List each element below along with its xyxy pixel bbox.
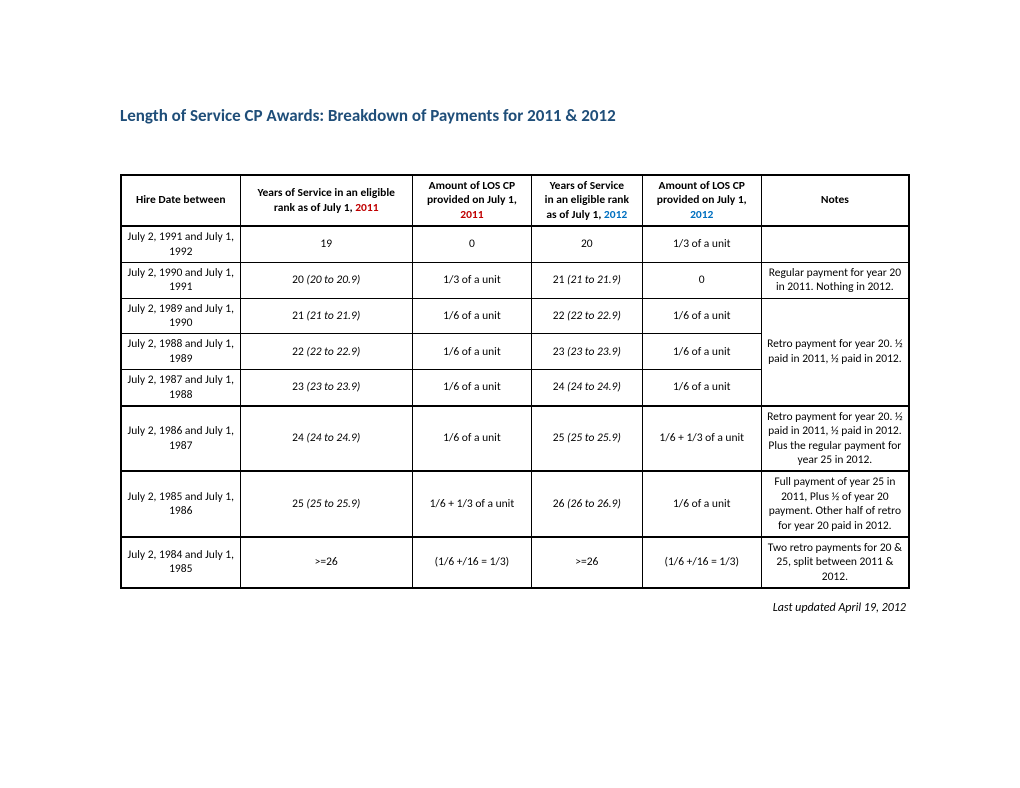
table-cell: 0: [642, 262, 761, 298]
table-cell: 22 (22 to 22.9): [240, 334, 412, 370]
table-cell: July 2, 1990 and July 1, 1991: [121, 262, 240, 298]
table-cell: 1/6 of a unit: [642, 370, 761, 406]
table-row: July 2, 1989 and July 1, 199021 (21 to 2…: [121, 298, 909, 334]
table-cell: 1/6 of a unit: [412, 370, 531, 406]
table-cell: July 2, 1987 and July 1, 1988: [121, 370, 240, 406]
awards-table: Hire Date between Years of Service in an…: [120, 174, 910, 589]
table-cell: 1/3 of a unit: [642, 226, 761, 262]
table-cell: July 2, 1985 and July 1, 1986: [121, 471, 240, 537]
table-cell: Regular payment for year 20 in 2011. Not…: [761, 262, 909, 298]
table-cell: July 2, 1989 and July 1, 1990: [121, 298, 240, 334]
page-title: Length of Service CP Awards: Breakdown o…: [120, 105, 910, 126]
table-cell: 1/6 of a unit: [642, 298, 761, 334]
table-cell: July 2, 1988 and July 1, 1989: [121, 334, 240, 370]
table-cell: 24 (24 to 24.9): [240, 406, 412, 472]
table-cell: July 2, 1991 and July 1, 1992: [121, 226, 240, 262]
table-cell: 21 (21 to 21.9): [531, 262, 642, 298]
table-cell: 1/6 of a unit: [412, 334, 531, 370]
table-cell: July 2, 1984 and July 1, 1985: [121, 537, 240, 588]
table-row: July 2, 1991 and July 1, 1992190201/3 of…: [121, 226, 909, 262]
table-cell: Retro payment for year 20. ½ paid in 201…: [761, 298, 909, 406]
table-cell: 1/6 of a unit: [642, 471, 761, 537]
table-cell: July 2, 1986 and July 1, 1987: [121, 406, 240, 472]
table-cell: (1/6 +/16 = 1/3): [412, 537, 531, 588]
header-amt-2011: Amount of LOS CP provided on July 1, 201…: [412, 175, 531, 226]
table-header-row: Hire Date between Years of Service in an…: [121, 175, 909, 226]
table-cell: (1/6 +/16 = 1/3): [642, 537, 761, 588]
table-cell: 20: [531, 226, 642, 262]
table-cell: 21 (21 to 21.9): [240, 298, 412, 334]
table-cell: 26 (26 to 26.9): [531, 471, 642, 537]
table-cell: 19: [240, 226, 412, 262]
table-cell: >=26: [240, 537, 412, 588]
table-cell: 1/6 of a unit: [642, 334, 761, 370]
header-hire: Hire Date between: [121, 175, 240, 226]
table-cell: 1/3 of a unit: [412, 262, 531, 298]
table-cell: 1/6 of a unit: [412, 298, 531, 334]
table-cell: 1/6 + 1/3 of a unit: [642, 406, 761, 472]
header-amt-2012: Amount of LOS CP provided on July 1, 201…: [642, 175, 761, 226]
table-cell: 22 (22 to 22.9): [531, 298, 642, 334]
table-cell: 25 (25 to 25.9): [531, 406, 642, 472]
footer-updated: Last updated April 19, 2012: [120, 601, 910, 615]
header-yos-2011: Years of Service in an eligible rank as …: [240, 175, 412, 226]
table-cell: Two retro payments for 20 & 25, split be…: [761, 537, 909, 588]
table-cell: Retro payment for year 20. ½ paid in 201…: [761, 406, 909, 472]
table-cell: Full payment of year 25 in 2011, Plus ½ …: [761, 471, 909, 537]
table-cell: 1/6 of a unit: [412, 406, 531, 472]
table-cell: 1/6 + 1/3 of a unit: [412, 471, 531, 537]
table-cell: 23 (23 to 23.9): [240, 370, 412, 406]
table-cell: 0: [412, 226, 531, 262]
table-row: July 2, 1984 and July 1, 1985>=26(1/6 +/…: [121, 537, 909, 588]
table-cell: 24 (24 to 24.9): [531, 370, 642, 406]
table-cell: 20 (20 to 20.9): [240, 262, 412, 298]
header-notes: Notes: [761, 175, 909, 226]
table-row: July 2, 1985 and July 1, 198625 (25 to 2…: [121, 471, 909, 537]
table-cell: >=26: [531, 537, 642, 588]
table-row: July 2, 1986 and July 1, 198724 (24 to 2…: [121, 406, 909, 472]
table-cell: 23 (23 to 23.9): [531, 334, 642, 370]
table-cell: 25 (25 to 25.9): [240, 471, 412, 537]
header-yos-2012: Years of Service in an eligible rank as …: [531, 175, 642, 226]
table-cell: [761, 226, 909, 262]
table-row: July 2, 1990 and July 1, 199120 (20 to 2…: [121, 262, 909, 298]
